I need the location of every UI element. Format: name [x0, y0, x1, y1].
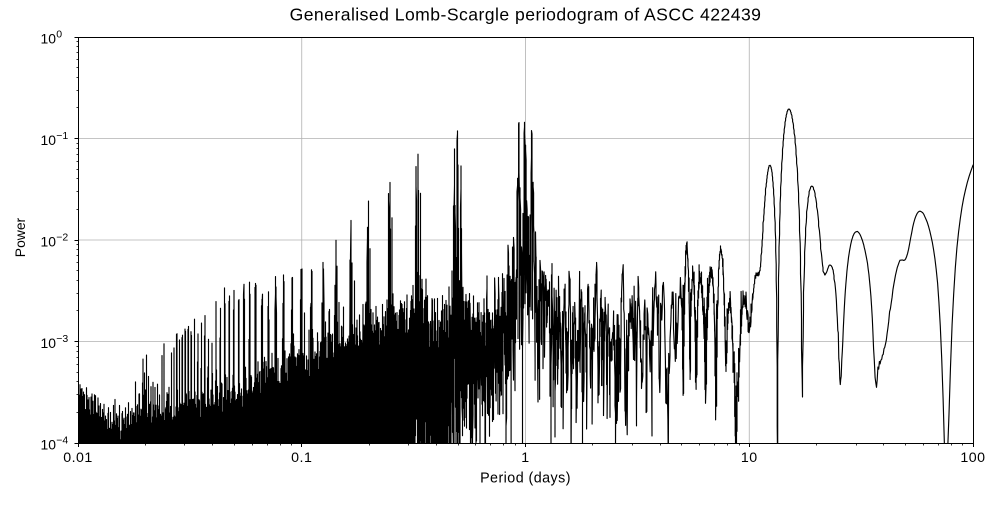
svg-text:1: 1	[521, 450, 529, 466]
svg-text:0.1: 0.1	[291, 450, 312, 466]
svg-text:10: 10	[41, 234, 57, 250]
svg-text:−1: −1	[56, 130, 68, 142]
svg-text:Period (days): Period (days)	[480, 471, 571, 487]
svg-text:0.01: 0.01	[63, 450, 93, 466]
svg-text:Power: Power	[12, 217, 28, 257]
svg-text:10: 10	[41, 437, 57, 453]
svg-text:−4: −4	[56, 435, 68, 447]
svg-text:10: 10	[41, 31, 57, 47]
svg-text:Generalised Lomb-Scargle perio: Generalised Lomb-Scargle periodogram of …	[290, 5, 762, 25]
svg-text:−2: −2	[56, 232, 68, 244]
svg-text:−3: −3	[56, 333, 68, 345]
svg-text:10: 10	[741, 450, 758, 466]
svg-text:10: 10	[41, 335, 57, 351]
svg-text:100: 100	[960, 450, 985, 466]
svg-text:10: 10	[41, 132, 57, 148]
svg-text:0: 0	[56, 29, 62, 41]
